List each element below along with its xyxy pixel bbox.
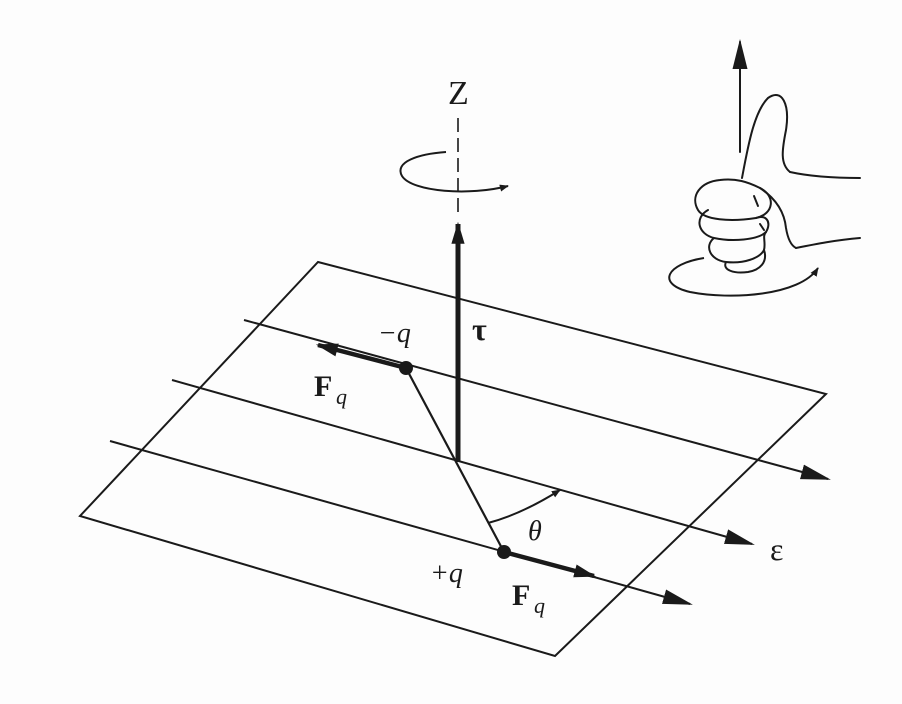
force-on-pos-charge [503, 549, 597, 579]
dipole-rod [405, 367, 505, 553]
field-label: ε [770, 531, 783, 567]
angle-label: θ [528, 516, 542, 547]
plane [78, 260, 828, 658]
pos-charge-label: +q [430, 558, 463, 589]
right-hand-thumbs-up-icon [694, 39, 861, 274]
svg-text:F: F [314, 370, 332, 403]
field-line-middle [171, 379, 755, 545]
torque-label: τ [472, 311, 487, 347]
z-axis-label: Z [448, 75, 469, 112]
angle-arc [487, 489, 561, 524]
z-rotation-arrow [399, 151, 509, 193]
neg-charge-label: −q [378, 318, 411, 349]
svg-text:q: q [336, 384, 347, 409]
force-label-neg: F q [314, 370, 347, 409]
svg-text:q: q [534, 593, 545, 618]
field-line-bottom [109, 440, 693, 605]
rotation-arrow-icon [668, 257, 819, 297]
force-label-pos: F q [512, 579, 545, 618]
field-line-top [243, 319, 831, 480]
force-on-neg-charge [315, 342, 407, 371]
svg-text:F: F [512, 579, 530, 612]
